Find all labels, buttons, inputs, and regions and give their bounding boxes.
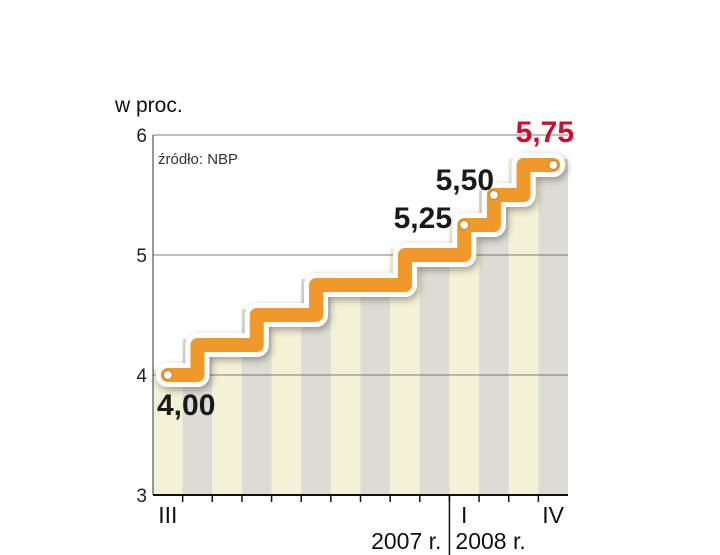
y-tick-label: 6 bbox=[136, 126, 147, 147]
data-point-marker bbox=[162, 370, 173, 380]
rate-line bbox=[160, 158, 561, 382]
year-label: 2008 r. bbox=[455, 528, 525, 554]
bar bbox=[508, 159, 539, 495]
y-tick-label: 3 bbox=[136, 486, 147, 507]
bar bbox=[538, 159, 568, 495]
bar bbox=[212, 339, 242, 495]
data-label: 5,75 bbox=[516, 116, 574, 149]
bar bbox=[330, 279, 361, 495]
bar bbox=[419, 249, 450, 495]
y-axis-label: w proc. bbox=[114, 94, 183, 117]
data-label: 4,00 bbox=[157, 389, 215, 422]
y-tick-label: 4 bbox=[136, 366, 147, 387]
y-tick-label: 5 bbox=[136, 246, 147, 267]
data-point-marker bbox=[548, 160, 559, 170]
x-tick-label: III bbox=[158, 502, 177, 528]
source-note: źródło: NBP bbox=[158, 151, 238, 168]
bar bbox=[479, 189, 509, 495]
bar bbox=[271, 309, 302, 495]
bar bbox=[153, 369, 183, 495]
year-label: 2007 r. bbox=[371, 528, 441, 554]
x-tick-label: I bbox=[461, 502, 467, 528]
bar bbox=[360, 279, 391, 495]
data-point-marker bbox=[488, 190, 499, 200]
x-tick-label: IV bbox=[542, 502, 564, 528]
data-label: 5,25 bbox=[394, 202, 452, 235]
data-label: 5,50 bbox=[436, 164, 494, 197]
data-point-marker bbox=[459, 220, 470, 230]
